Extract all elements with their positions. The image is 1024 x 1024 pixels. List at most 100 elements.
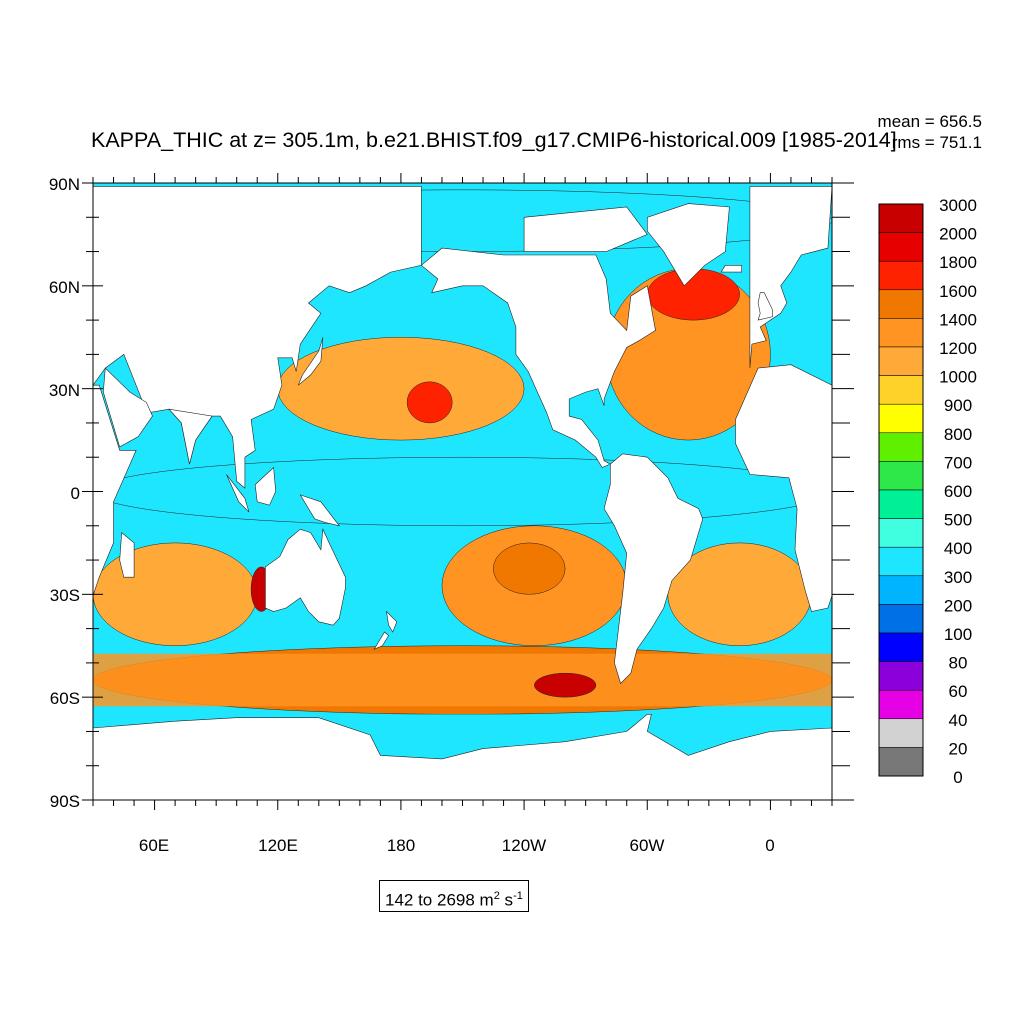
colorbar-label: 2000 (939, 225, 977, 244)
colorbar-swatch (878, 260, 924, 291)
field-region (406, 381, 453, 424)
colorbar-swatch (878, 518, 924, 548)
landmass-borneo (254, 466, 277, 506)
colorbar-swatch (878, 747, 924, 777)
colorbar-label: 1800 (939, 253, 977, 272)
y-tick-label: 30N (49, 381, 80, 400)
mean-label: mean = 656.5 (878, 112, 982, 131)
landmass-namerica (420, 247, 656, 468)
landmass-newguinea (299, 494, 341, 527)
colorbar-label: 20 (949, 739, 968, 758)
y-tick-label: 60N (49, 278, 80, 297)
colorbar-label: 800 (944, 425, 972, 444)
y-tick-label: 90S (50, 792, 80, 811)
continents (0, 186, 1024, 800)
rms-label: rms = 751.1 (892, 133, 982, 152)
landmass-borneo (994, 468, 1015, 506)
colorbar-label: 1600 (939, 282, 977, 301)
field-region (493, 542, 566, 595)
x-tick-label: 120W (502, 836, 546, 855)
colorbar-swatch (878, 489, 924, 519)
landmass-iceland (720, 264, 743, 273)
landmass-uk (757, 292, 773, 321)
acc-band (93, 653, 832, 707)
colorbar-label: 100 (944, 625, 972, 644)
plot-title: KAPPA_THIC at z= 305.1m, b.e21.BHIST.f09… (91, 128, 897, 152)
colorbar-swatch (878, 432, 924, 462)
colorbar-swatch (878, 318, 924, 348)
landmass-madagascar (859, 533, 873, 578)
colorbar-swatch (878, 403, 924, 434)
colorbar-label: 60 (949, 682, 968, 701)
y-tick-label: 0 (71, 484, 80, 503)
colorbar-swatch (878, 575, 924, 605)
colorbar-label: 500 (944, 511, 972, 530)
colorbar-label: 40 (949, 711, 968, 730)
landmass-arabia (102, 367, 153, 448)
colorbar-swatch (878, 689, 924, 720)
colorbar-label: 1000 (939, 368, 977, 387)
colorbar-swatch (878, 604, 924, 634)
colorbar-swatch (878, 375, 924, 405)
x-axis-labels: 60E 120E 180 120W 60W 0 (139, 836, 775, 855)
landmass-newzealand-s (373, 631, 389, 650)
colorbar-swatch (878, 346, 924, 376)
field-region (277, 337, 525, 441)
colorbar-label: 700 (944, 453, 972, 472)
colorbar (878, 203, 924, 777)
colorbar-frame (878, 203, 924, 777)
landmass-australia (1004, 529, 1024, 625)
x-tick-label: 60W (630, 836, 665, 855)
y-tick-label: 60S (50, 689, 80, 708)
landmass-madagascar (119, 531, 135, 578)
field-region (93, 542, 258, 646)
landmass-greenland (646, 203, 730, 287)
x-tick-label: 120E (258, 836, 298, 855)
colorbar-label: 0 (953, 768, 962, 787)
colorbar-swatch (878, 461, 924, 491)
landmass-antarctica (93, 713, 832, 800)
landmass-africa (735, 364, 832, 612)
colorbar-label: 80 (949, 654, 968, 673)
x-tick-label: 0 (765, 836, 774, 855)
landmass-iceland (0, 265, 3, 272)
value-range-label: 142 to 2698 m2 s-1 (379, 880, 529, 912)
colorbar-swatch (878, 632, 924, 662)
field-region (93, 456, 832, 527)
colorbar-labels: 3000200018001600140012001000900800700600… (939, 196, 977, 787)
y-tick-label: 90N (49, 175, 80, 194)
y-tick-label: 30S (50, 586, 80, 605)
colorbar-label: 600 (944, 482, 972, 501)
landmass-japan (298, 337, 324, 386)
colorbar-label: 1400 (939, 310, 977, 329)
colorbar-label: 400 (944, 539, 972, 558)
landmass-antarctica (831, 727, 832, 800)
x-tick-label: 180 (387, 836, 415, 855)
landmass-eurasia (831, 186, 832, 387)
colorbar-label: 1200 (939, 339, 977, 358)
axis-ticks (82, 173, 854, 810)
colorbar-swatch (878, 289, 924, 319)
colorbar-swatch (878, 203, 924, 233)
landmass-arctic-na (523, 206, 648, 252)
landmass-australia (265, 528, 346, 626)
landmass-africa (93, 384, 137, 597)
colorbar-swatch (878, 661, 924, 691)
colorbar-swatch (878, 546, 924, 577)
colorbar-label: 900 (944, 396, 972, 415)
landmass-sumatra (226, 474, 250, 513)
map-plot (0, 183, 1024, 800)
landmass-india (168, 408, 213, 465)
landmass-europe (749, 186, 832, 369)
landmass-newzealand-n (386, 610, 398, 633)
colorbar-label: 3000 (939, 196, 977, 215)
colorbar-swatch (878, 232, 924, 262)
y-axis-labels: 90N 60N 30N 0 30S 60S 90S (49, 175, 80, 811)
colorbar-swatch (878, 718, 924, 748)
acc-core (534, 672, 597, 698)
colorbar-label: 300 (944, 568, 972, 587)
landmass-samerica (603, 453, 704, 685)
colorbar-label: 200 (944, 596, 972, 615)
x-tick-label: 60E (139, 836, 169, 855)
